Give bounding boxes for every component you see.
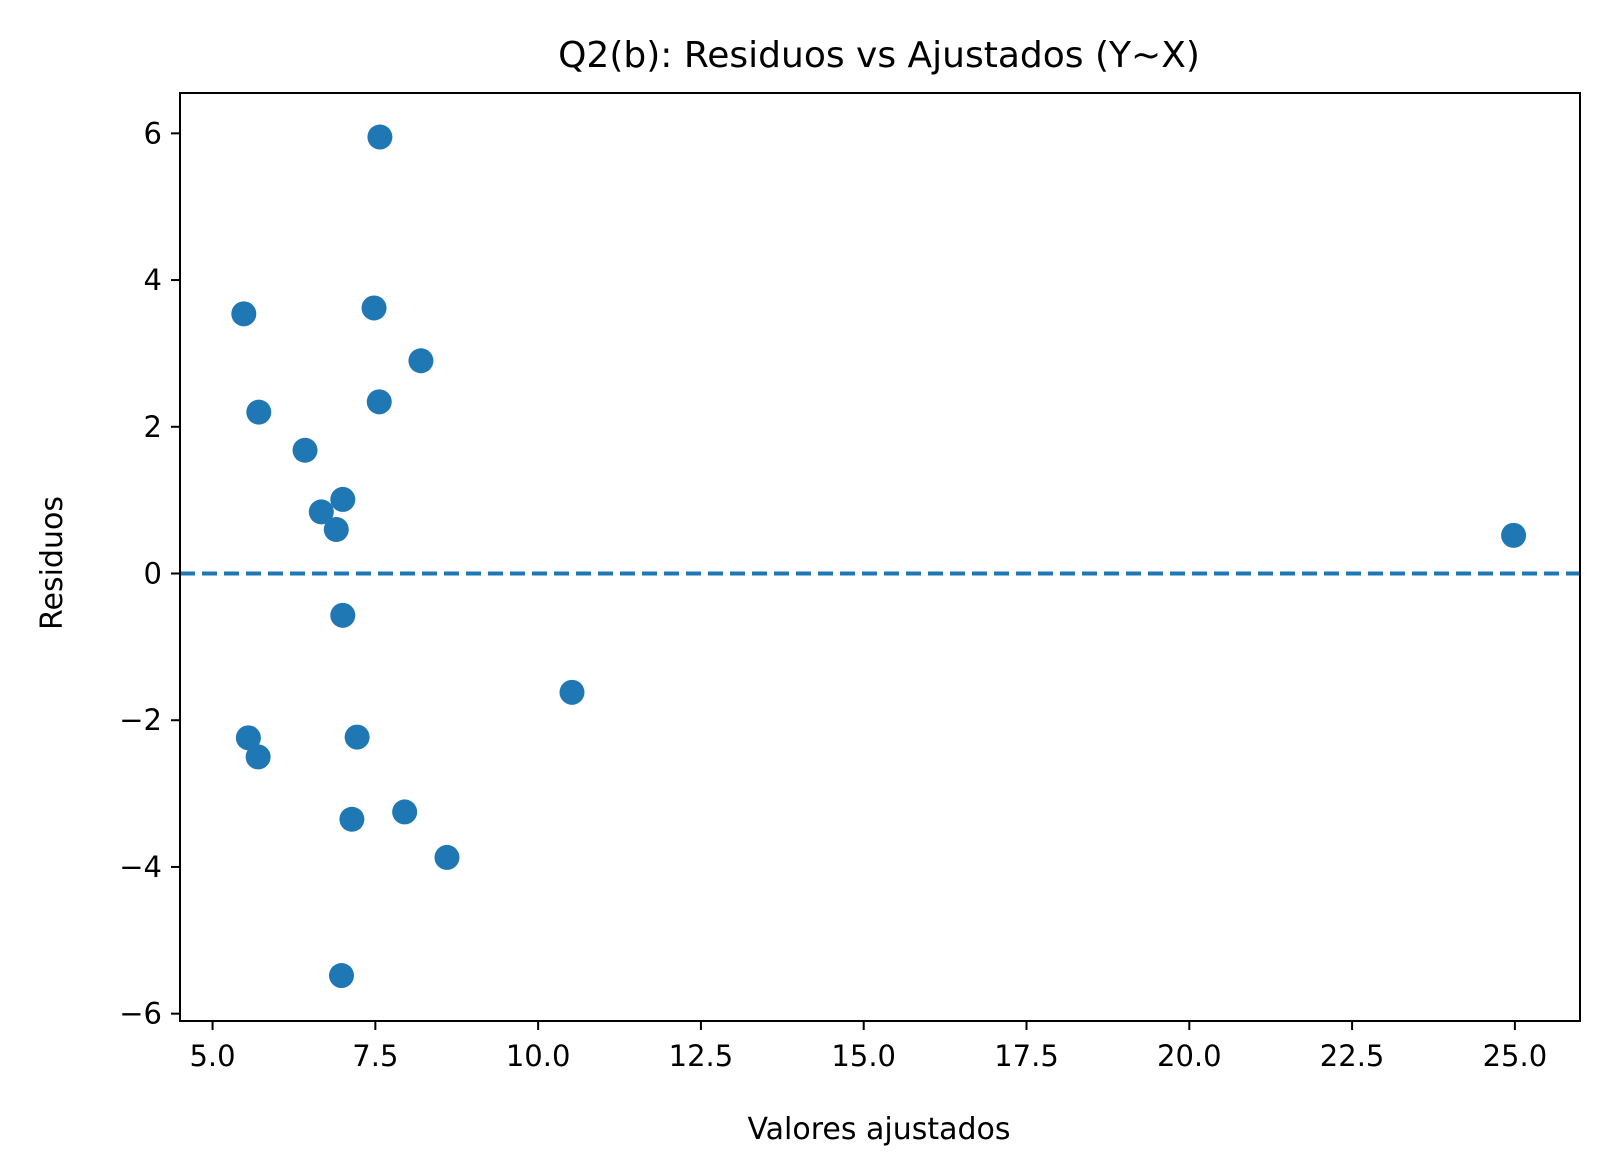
- x-tick-label: 17.5: [994, 1039, 1059, 1073]
- data-point: [367, 124, 393, 150]
- data-point: [292, 437, 318, 463]
- data-point: [392, 799, 418, 825]
- data-point: [308, 499, 334, 525]
- data-point: [246, 399, 272, 425]
- x-tick-label: 10.0: [506, 1039, 571, 1073]
- x-tick-label: 20.0: [1157, 1039, 1222, 1073]
- plot-area: 5.0 7.5 10.0 12.5 15.0 17.5 20.0 22.5 25.0 −6 −4 −2…: [119, 92, 1581, 1073]
- x-tick-label: 25.0: [1483, 1039, 1548, 1073]
- data-point: [330, 486, 356, 512]
- data-point: [323, 516, 349, 542]
- x-tick-label: 7.5: [352, 1039, 398, 1073]
- x-tick-label: 12.5: [669, 1039, 734, 1073]
- y-tick-label: −4: [119, 850, 162, 884]
- x-tick-label: 22.5: [1320, 1039, 1385, 1073]
- chart-title: Q2(b): Residuos vs Ajustados (Y~X): [558, 35, 1200, 76]
- y-tick-label: 4: [144, 263, 162, 297]
- data-point: [344, 724, 370, 750]
- x-tick-label: 15.0: [831, 1039, 896, 1073]
- data-point: [559, 679, 585, 705]
- data-point: [1501, 522, 1527, 548]
- y-axis-label: Residuos: [35, 496, 70, 630]
- data-point: [361, 295, 387, 321]
- data-point: [231, 301, 257, 327]
- y-tick-label: −6: [119, 997, 162, 1031]
- data-point: [366, 389, 392, 415]
- data-point: [328, 963, 354, 989]
- data-point: [408, 348, 434, 374]
- y-tick-label: 6: [144, 116, 162, 150]
- data-point: [245, 744, 271, 770]
- x-axis-label: Valores ajustados: [747, 1112, 1010, 1147]
- data-point: [434, 844, 460, 870]
- y-tick-label: 0: [144, 557, 162, 591]
- x-tick-label: 5.0: [189, 1039, 235, 1073]
- y-tick-label: −2: [119, 703, 162, 737]
- plot-frame: [179, 92, 1581, 1022]
- y-tick-label: 2: [144, 410, 162, 444]
- data-point: [235, 725, 261, 751]
- data-point: [339, 806, 365, 832]
- data-point: [330, 602, 356, 628]
